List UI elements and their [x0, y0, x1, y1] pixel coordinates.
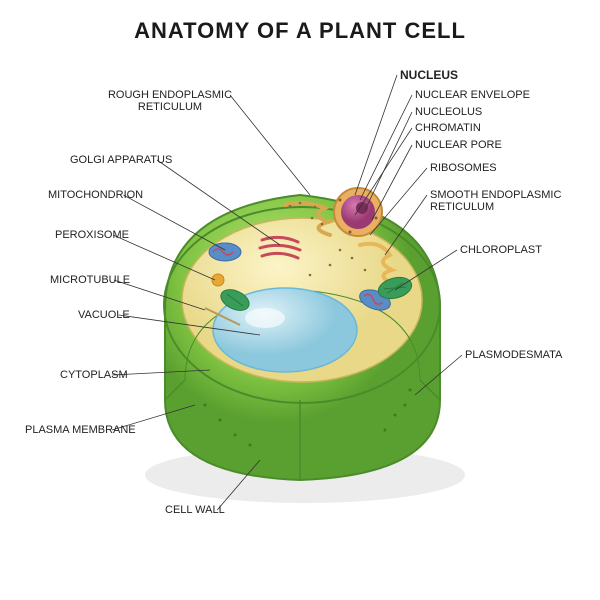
label-mitochondrion: MITOCHONDRION	[48, 189, 168, 201]
label-cell-wall: CELL WALL	[165, 504, 285, 516]
label-peroxisome: PEROXISOME	[55, 229, 175, 241]
label-vacuole: VACUOLE	[78, 309, 198, 321]
label-chloroplast: CHLOROPLAST	[460, 244, 542, 256]
label-plasmodesmata: PLASMODESMATA	[465, 349, 562, 361]
label-nuclear-pore: NUCLEAR PORE	[415, 139, 502, 151]
label-nucleus-header: NUCLEUS	[400, 69, 458, 82]
label-golgi: GOLGI APPARATUS	[70, 154, 190, 166]
label-ribosomes: RIBOSOMES	[430, 162, 497, 174]
label-nucleolus: NUCLEOLUS	[415, 106, 482, 118]
label-cytoplasm: CYTOPLASM	[60, 369, 180, 381]
label-nuclear-envelope: NUCLEAR ENVELOPE	[415, 89, 530, 101]
label-microtubule: MICROTUBULE	[50, 274, 170, 286]
label-chromatin: CHROMATIN	[415, 122, 481, 134]
label-rough-er: ROUGH ENDOPLASMICRETICULUM	[80, 89, 260, 113]
label-plasma-membrane: PLASMA MEMBRANE	[25, 424, 145, 436]
label-smooth-er: SMOOTH ENDOPLASMICRETICULUM	[430, 189, 561, 213]
